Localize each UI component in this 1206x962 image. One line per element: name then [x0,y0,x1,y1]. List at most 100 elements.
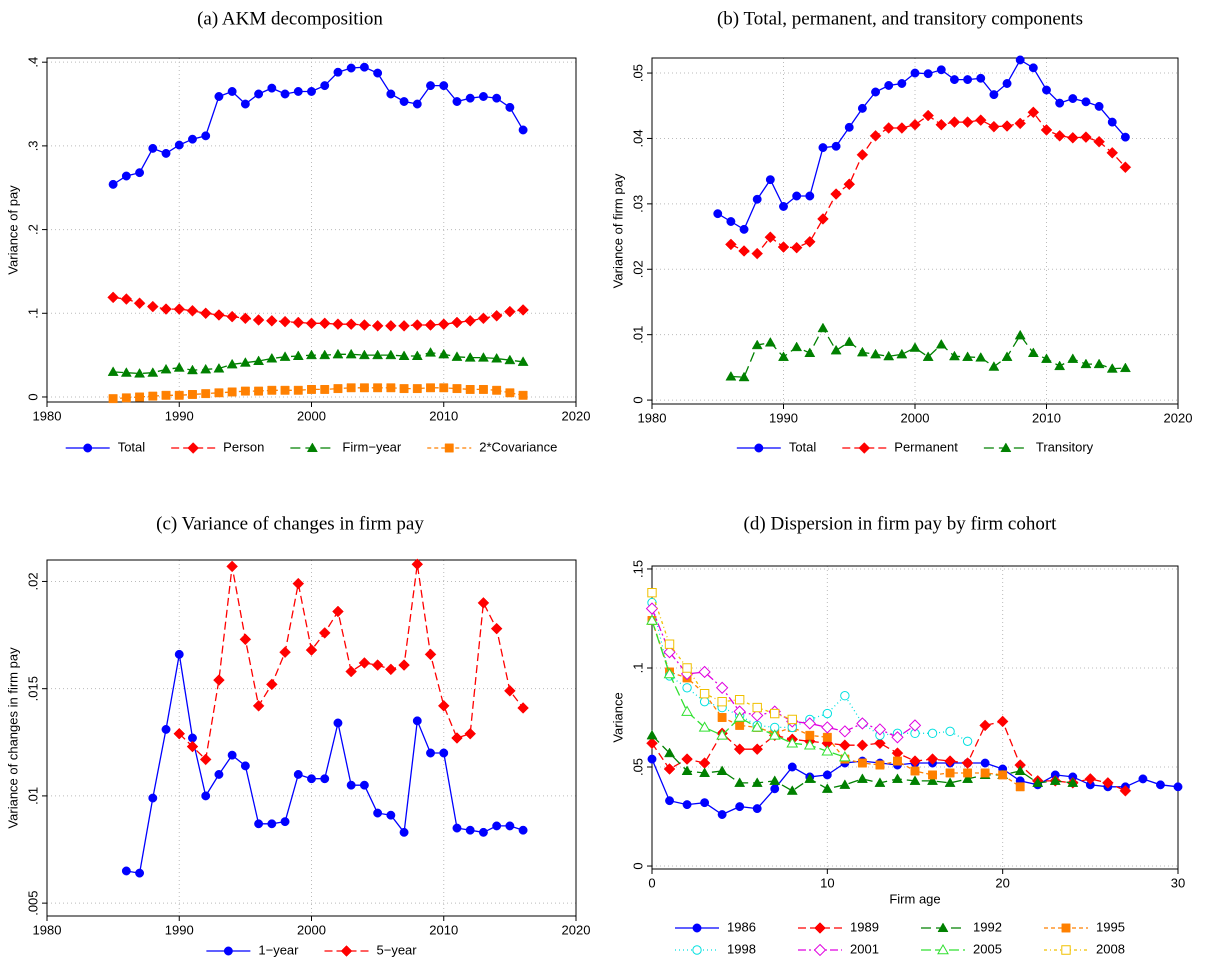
marker [1001,351,1013,361]
marker [504,354,516,365]
x-tick-label: 2000 [901,410,930,425]
marker [266,352,278,363]
marker [439,81,449,91]
marker [346,63,356,73]
marker [477,597,490,609]
marker [174,649,184,659]
marker [135,168,145,178]
legend-label: 2001 [850,941,879,956]
marker [976,73,986,83]
legend-label: 1989 [850,919,879,934]
marker [252,700,265,712]
marker [477,312,490,325]
marker [160,303,172,315]
marker [1015,55,1025,65]
panel: (d) Dispersion in firm pay by firm cohor… [610,513,1185,956]
marker [227,387,237,397]
marker [882,122,895,134]
x-tick-label: 2000 [297,408,326,423]
marker [292,577,305,590]
marker [239,357,251,367]
marker [426,748,435,758]
series-line [730,111,1126,255]
y-tick-label: .04 [630,129,645,147]
marker [439,383,449,393]
marker [161,148,171,158]
marker [838,725,852,738]
marker [869,130,882,142]
marker [121,393,131,403]
marker [373,68,383,78]
marker [307,384,316,394]
y-tick-label: .1 [630,663,645,674]
marker [292,350,304,360]
marker [199,753,212,766]
marker [681,753,693,765]
marker [664,639,675,649]
marker [345,348,357,359]
marker [927,728,938,739]
marker [1002,79,1012,88]
marker [266,314,278,327]
marker [1042,85,1051,95]
marker [1093,135,1105,148]
marker [717,696,727,707]
marker [437,318,450,330]
marker [1001,120,1013,132]
marker [830,344,842,355]
legend-label: 1986 [727,919,756,934]
marker [359,383,369,393]
marker [681,765,693,776]
marker [739,224,749,234]
x-tick-label: 10 [820,875,834,890]
marker [174,140,184,150]
marker [944,755,956,767]
series-line [126,654,524,874]
marker [411,319,424,331]
marker [318,317,331,330]
marker [452,384,462,394]
marker [813,943,827,957]
panel-title: (a) AKM decomposition [197,8,383,29]
marker [738,371,750,382]
marker [804,347,816,358]
x-tick-label: 0 [648,875,655,890]
marker [909,775,921,785]
marker [893,756,902,766]
y-tick-label: .1 [25,308,40,319]
marker [752,194,762,204]
marker [451,732,463,744]
marker [504,685,516,697]
marker [838,751,851,762]
y-tick-label: 0 [630,396,645,403]
marker [1156,780,1165,790]
marker [226,560,238,573]
marker [726,217,736,226]
marker [173,303,186,315]
marker [148,391,158,401]
marker [424,319,437,331]
y-tick-label: .05 [630,758,645,776]
marker [188,134,197,144]
marker [359,62,369,72]
marker [1080,358,1092,369]
marker [996,715,1009,728]
marker [320,384,330,394]
marker [698,721,711,732]
marker [857,103,867,113]
marker [908,719,922,732]
marker [161,724,171,734]
y-tick-label: .4 [25,57,40,68]
marker [682,683,692,693]
marker [790,241,803,254]
marker [1081,97,1091,107]
marker [665,796,674,806]
marker [974,114,987,126]
marker [240,386,250,396]
marker [201,389,211,399]
y-tick-label: 0 [25,393,40,400]
marker [1014,329,1026,340]
marker [332,605,344,618]
legend-label: Firm−year [342,439,402,454]
marker [818,143,828,153]
